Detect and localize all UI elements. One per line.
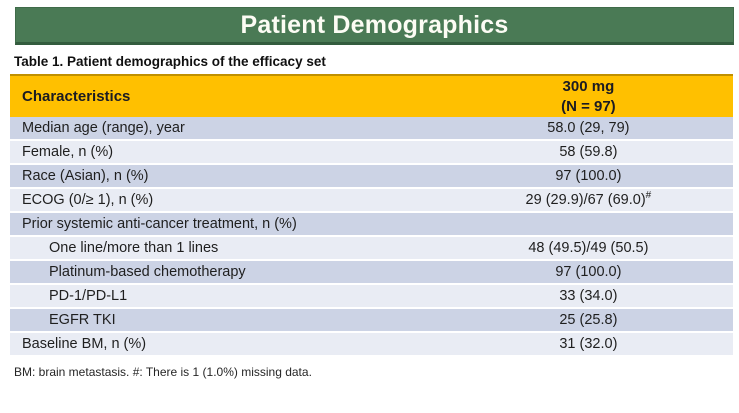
table-row: Baseline BM, n (%) 31 (32.0)	[10, 333, 733, 357]
table-row: Platinum-based chemotherapy 97 (100.0)	[10, 261, 733, 285]
row-label: Baseline BM, n (%)	[22, 336, 147, 352]
footnote-marker: #	[645, 190, 652, 202]
row-label: EGFR TKI	[49, 312, 116, 328]
row-value: 25 (25.8)	[559, 312, 618, 328]
row-label: Platinum-based chemotherapy	[49, 264, 246, 280]
slide-title: Patient Demographics	[240, 10, 509, 39]
row-label: Female, n (%)	[22, 144, 114, 160]
row-label: ECOG (0/≥ 1), n (%)	[22, 192, 154, 208]
row-label: One line/more than 1 lines	[49, 240, 219, 256]
column-header-dose: 300 mg (N = 97)	[561, 78, 616, 115]
row-value: 58 (59.8)	[559, 144, 618, 160]
row-label: Race (Asian), n (%)	[22, 168, 149, 184]
row-value: 48 (49.5)/49 (50.5)	[528, 240, 649, 256]
table-header-row: Characteristics 300 mg (N = 97)	[10, 74, 733, 117]
row-value: 97 (100.0)	[555, 264, 622, 280]
table-row: Median age (range), year 58.0 (29, 79)	[10, 117, 733, 141]
row-value-text: 29 (29.9)/67 (69.0)	[525, 192, 646, 208]
table-row: EGFR TKI 25 (25.8)	[10, 309, 733, 333]
row-label: Median age (range), year	[22, 120, 185, 136]
row-value: 29 (29.9)/67 (69.0)#	[444, 190, 733, 208]
table-row: One line/more than 1 lines 48 (49.5)/49 …	[10, 237, 733, 261]
table-caption: Table 1. Patient demographics of the eff…	[14, 54, 326, 69]
column-header-characteristics: Characteristics	[22, 88, 131, 105]
table-row: ECOG (0/≥ 1), n (%) 29 (29.9)/67 (69.0)#	[10, 189, 733, 213]
table-body: Median age (range), year 58.0 (29, 79) F…	[10, 117, 733, 357]
table-row: Prior systemic anti-cancer treatment, n …	[10, 213, 733, 237]
row-value: 97 (100.0)	[555, 168, 622, 184]
table-footnote: BM: brain metastasis. #: There is 1 (1.0…	[14, 365, 312, 379]
row-label: PD-1/PD-L1	[49, 288, 128, 304]
row-value: 58.0 (29, 79)	[547, 120, 630, 136]
slide: Patient Demographics Table 1. Patient de…	[0, 7, 739, 413]
slide-title-banner: Patient Demographics	[15, 7, 734, 45]
row-value: 31 (32.0)	[559, 336, 618, 352]
demographics-table: Characteristics 300 mg (N = 97) Median a…	[10, 74, 733, 357]
row-label: Prior systemic anti-cancer treatment, n …	[22, 216, 297, 232]
table-row: Race (Asian), n (%) 97 (100.0)	[10, 165, 733, 189]
table-row: PD-1/PD-L1 33 (34.0)	[10, 285, 733, 309]
row-value: 33 (34.0)	[559, 288, 618, 304]
table-row: Female, n (%) 58 (59.8)	[10, 141, 733, 165]
